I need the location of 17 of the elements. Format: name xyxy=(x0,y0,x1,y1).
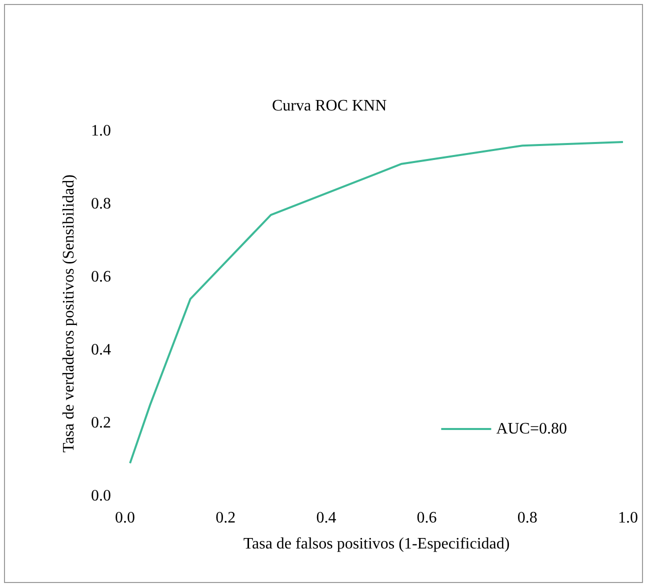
y-tick-label: 0.8 xyxy=(91,196,111,212)
y-tick-label: 1.0 xyxy=(91,122,111,140)
x-tick-label: 1.0 xyxy=(618,510,638,526)
x-axis-title: Tasa de falsos positivos (1-Especificidad) xyxy=(243,536,510,552)
y-axis-title: Tasa de verdaderos positivos (Sensibilidad) xyxy=(60,174,78,452)
y-tick-label: 0.0 xyxy=(91,488,111,504)
y-tick-label: 0.2 xyxy=(91,414,111,432)
chart-title: Curva ROC KNN xyxy=(272,98,388,114)
x-tick-label: 0.2 xyxy=(216,510,236,526)
legend-label: AUC=0.80 xyxy=(496,420,568,438)
x-tick-label: 0.8 xyxy=(517,510,538,526)
y-tick-label: 0.6 xyxy=(91,268,111,286)
line-series xyxy=(129,140,624,464)
x-tick-label: 0.4 xyxy=(316,510,336,526)
x-tick-label: 0.0 xyxy=(115,510,135,526)
y-tick-label: 0.4 xyxy=(91,342,111,358)
x-tick-label: 0.6 xyxy=(416,510,437,526)
